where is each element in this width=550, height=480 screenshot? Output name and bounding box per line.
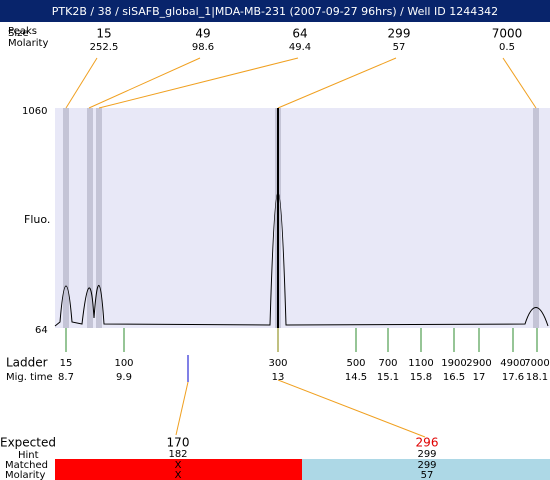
size-label: Size [8,28,29,39]
title-bar [0,0,550,22]
peak-molarity: 49.4 [289,42,311,53]
peak-size: 7000 [492,27,523,41]
ladder-size: 7000 [524,358,549,369]
peak-size: 49 [195,27,210,41]
ladder-size: 100 [114,358,133,369]
expected-connector [175,381,189,436]
peak-size: 64 [292,27,307,41]
y-label: Fluo. [24,213,50,226]
matched-size: 299 [417,460,436,471]
peak-connectors [65,57,537,109]
expected-connector [277,379,426,438]
peak-molarity: 252.5 [90,42,119,53]
y-top-label: 1060 [22,106,47,117]
peaks-label: Peaks [8,26,37,37]
y-bottom-label: 64 [35,325,48,336]
trace [54,192,549,327]
ladder-time: 16.5 [443,372,465,383]
matched-molarity: 57 [421,470,434,480]
hint-label: Hint [18,450,39,461]
expected-size: 170 [167,436,190,450]
unmatched-bar [55,459,302,480]
plot-area [55,108,550,328]
ladder-time: 17 [473,372,486,383]
ladder-time: 8.7 [58,372,74,383]
hint-size: 299 [417,449,436,460]
ladder-size: 1100 [408,358,433,369]
expected-size: 296 [416,436,439,450]
ladder-size: 700 [378,358,397,369]
molarity-label: Molarity [8,38,48,49]
peak-size: 15 [96,27,111,41]
ladder-time: 9.9 [116,372,132,383]
hint-size: 182 [168,449,187,460]
matched-size: X [175,460,182,471]
title: PTK2B / 38 / siSAFB_global_1|MDA-MB-231 … [52,5,498,18]
ladder-size: 500 [346,358,365,369]
peak-molarity: 0.5 [499,42,515,53]
peak-molarity: 57 [393,42,406,53]
ladder-time: 14.5 [345,372,367,383]
ladder-time: 17.6 [502,372,524,383]
ladder-label: Ladder [6,356,48,370]
ladder-time: 13 [272,372,285,383]
ladder-time: 15.1 [377,372,399,383]
matched-label: Matched [5,460,48,471]
matched-molarity: X [175,470,182,480]
ladder-time: 15.8 [410,372,432,383]
peak-size: 299 [388,27,411,41]
ladder-time: 18.1 [526,372,548,383]
matched-bar [302,459,550,480]
expected-label: Expected [0,436,56,450]
ladder-size: 4900 [500,358,525,369]
mig-time-label: Mig. time [6,372,53,383]
molarity-label: Molarity [5,470,45,480]
ladder-size: 1900 [441,358,466,369]
ladder-size: 300 [268,358,287,369]
peak-molarity: 98.6 [192,42,214,53]
ladder-size: 2900 [466,358,491,369]
ladder-size: 15 [60,358,73,369]
